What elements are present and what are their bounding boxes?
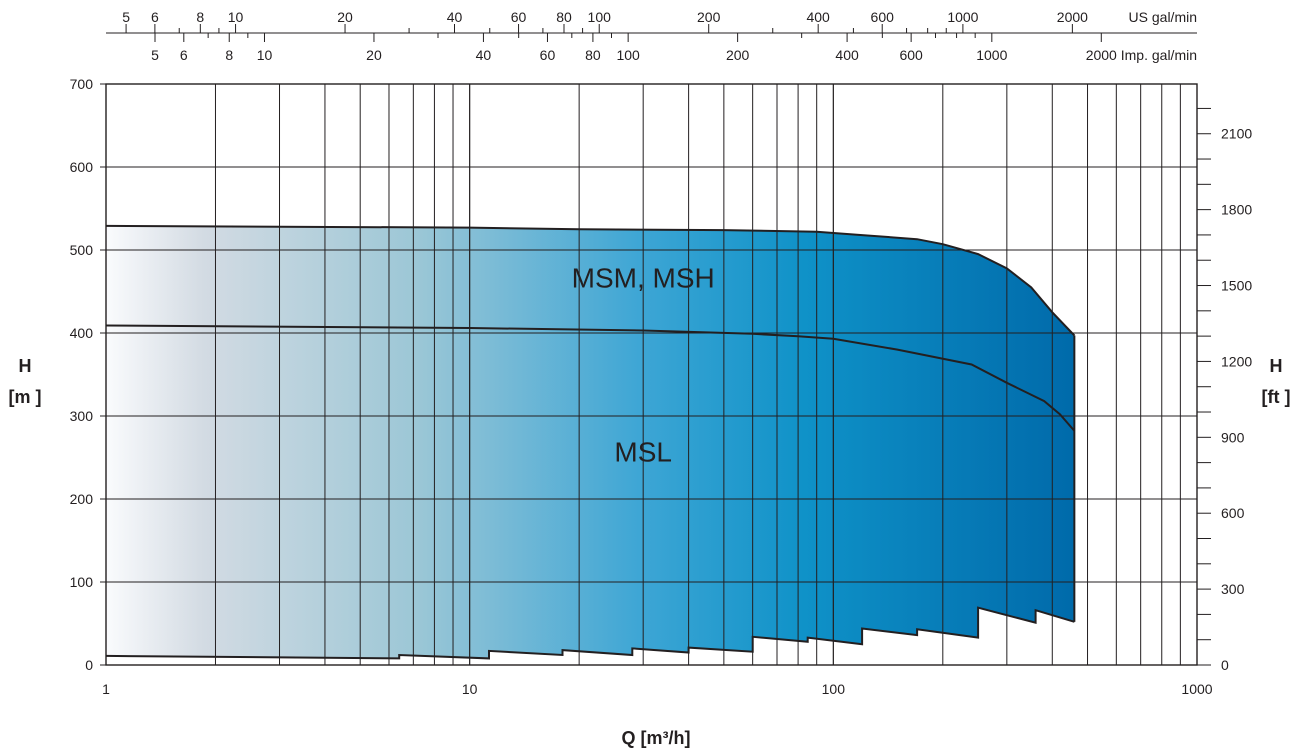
top-scale-label: 400 (806, 9, 830, 25)
top-scale-label: 100 (588, 9, 612, 25)
x-tick-label: 100 (822, 681, 846, 697)
top-scale-label: 10 (228, 9, 244, 25)
top-scale-label: 1000 (976, 47, 1007, 63)
top-scale-label: 40 (447, 9, 463, 25)
right-tick-label: 1200 (1221, 353, 1252, 369)
top-scale-label: 80 (556, 9, 572, 25)
curves (105, 224, 1076, 660)
x-axis-title: Q [m³/h] (622, 728, 691, 748)
top-scale-label: 20 (366, 47, 382, 63)
divider-curve (105, 324, 1076, 432)
right-tick-label: 600 (1221, 505, 1245, 521)
top-scale-unit: Imp. gal/min (1121, 47, 1197, 63)
top-scale-label: 400 (835, 47, 859, 63)
right-axis-ft: 0 300 600 900 1200 1500 1800 2100 (1197, 107, 1252, 673)
right-tick-label: 0 (1221, 657, 1229, 673)
right-tick-label: 2100 (1221, 126, 1252, 142)
lower-envelope-curve (105, 606, 1075, 660)
grid (106, 84, 1197, 665)
top-scale-label: 200 (726, 47, 750, 63)
right-tick-label: 300 (1221, 581, 1245, 597)
top-scale-label: 6 (151, 9, 159, 25)
x-tick-label: 10 (462, 681, 478, 697)
region-label: MSL (614, 437, 672, 468)
right-axis-title-unit: [ft ] (1262, 387, 1291, 407)
right-tick-label: 900 (1221, 429, 1245, 445)
left-tick-label: 200 (70, 491, 94, 507)
top-scale-label: 200 (697, 9, 721, 25)
x-tick-label: 1000 (1181, 681, 1212, 697)
top-scale-label: 80 (585, 47, 601, 63)
left-tick-label: 0 (85, 657, 93, 673)
top-scale-label: 600 (871, 9, 895, 25)
x-tick-label: 1 (102, 681, 110, 697)
top-scale-label: 6 (180, 47, 188, 63)
right-axis-title-h: H (1270, 356, 1283, 376)
top-flow-scales: 5 6 8 10 20 40 60 80 100 200 400 600 1000 2000 US gal/… (106, 9, 1197, 63)
top-scale-label: 8 (225, 47, 233, 63)
plot-frame (105, 83, 1198, 666)
axis-titles: Q [m³/h] H [m ] H [ft ] (9, 356, 1291, 748)
left-tick-label: 500 (70, 242, 94, 258)
left-tick-label: 400 (70, 325, 94, 341)
region-label: MSM, MSH (572, 262, 715, 293)
left-tick-label: 300 (70, 408, 94, 424)
top-scale-label: 100 (616, 47, 640, 63)
left-axis-title-unit: [m ] (9, 387, 42, 407)
top-scale-label: 60 (540, 47, 556, 63)
top-scale-label: 10 (257, 47, 273, 63)
coverage-area (106, 225, 1075, 659)
right-tick-label: 1500 (1221, 278, 1252, 294)
left-axis-m: 0 100 200 300 400 500 600 700 (70, 76, 106, 673)
top-scale-unit: US gal/min (1129, 9, 1197, 25)
left-axis-title-h: H (19, 356, 32, 376)
top-scale-label: 40 (476, 47, 492, 63)
x-axis-flow: 1 10 100 1000 (102, 681, 1213, 697)
top-scale-label: 2000 (1057, 9, 1088, 25)
top-scale-label: 20 (337, 9, 353, 25)
region-labels: MSM, MSH MSL (572, 262, 715, 467)
top-scale-label: 5 (151, 47, 159, 63)
right-tick-label: 1800 (1221, 202, 1252, 218)
top-scale-label: 1000 (947, 9, 978, 25)
top-scale-label: 5 (122, 9, 130, 25)
coverage-fill (106, 225, 1075, 659)
top-scale-label: 600 (899, 47, 923, 63)
left-tick-label: 600 (70, 159, 94, 175)
top-scale-label: 8 (196, 9, 204, 25)
upper-envelope-curve (105, 224, 1076, 337)
top-scale-label: 60 (511, 9, 527, 25)
left-tick-label: 100 (70, 574, 94, 590)
top-scale-label: 2000 (1086, 47, 1117, 63)
left-tick-label: 700 (70, 76, 94, 92)
